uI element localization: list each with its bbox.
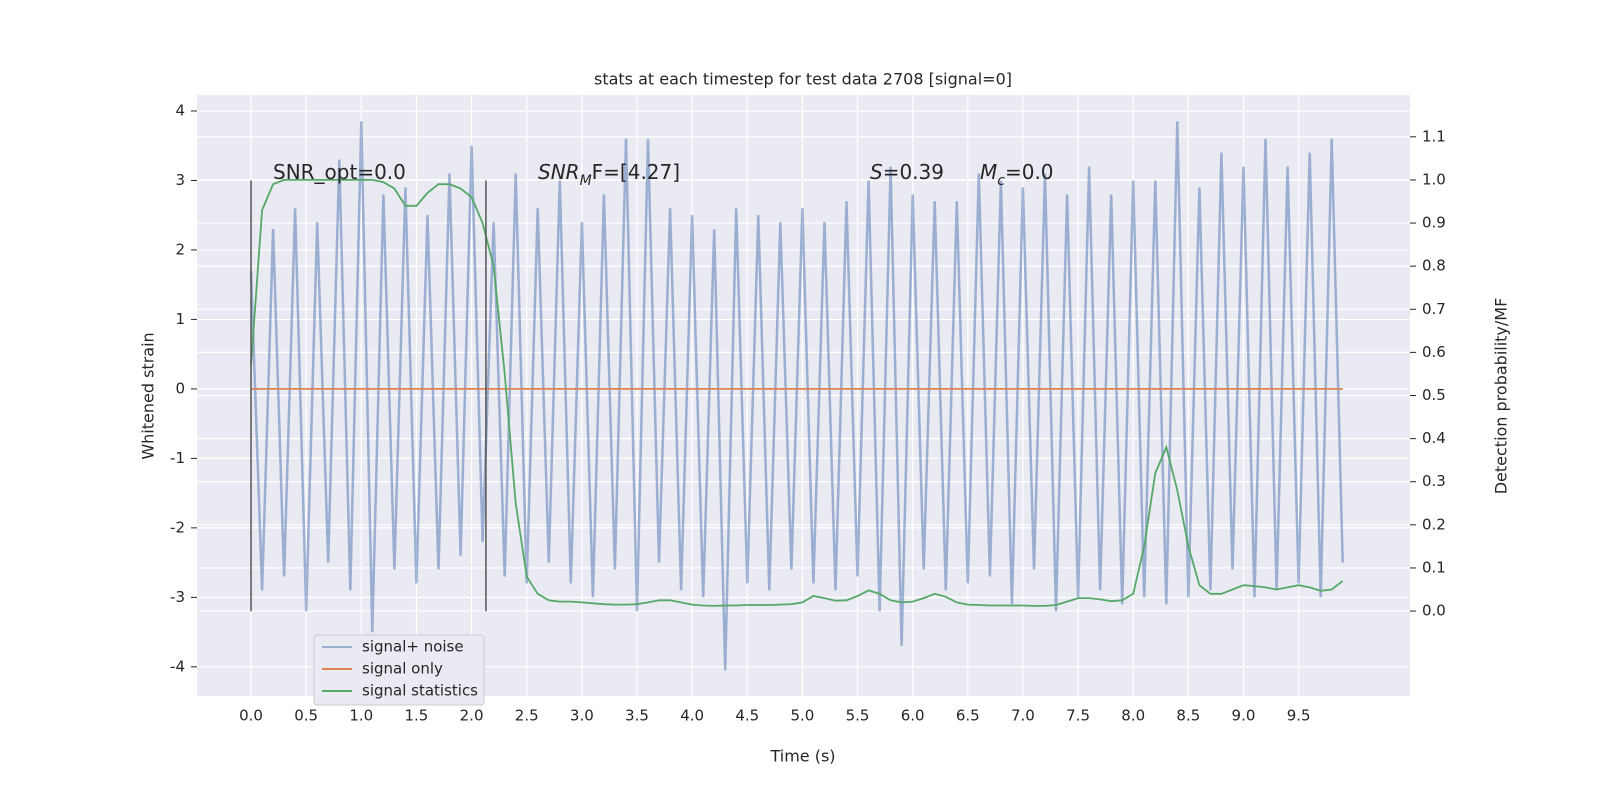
annotation-part: c	[997, 173, 1005, 189]
y2-tick-label: 0.3	[1422, 472, 1446, 490]
y-axis-label: Whitened strain	[139, 332, 158, 459]
legend-label: signal+ noise	[362, 638, 464, 656]
x-tick-label: 7.5	[1066, 707, 1090, 725]
x-tick-label: 5.0	[790, 707, 814, 725]
y-tick-label: 4	[175, 101, 185, 119]
x-tick-label: 4.0	[680, 707, 704, 725]
x-tick-label: 0.5	[294, 707, 318, 725]
x-tick-label: 8.5	[1176, 707, 1200, 725]
y-tick-label: 3	[175, 171, 185, 189]
x-tick-label: 8.0	[1121, 707, 1145, 725]
annotation-part: SNR_opt=0.0	[273, 160, 406, 184]
y-tick-label: -1	[170, 449, 185, 467]
y2-tick-label: 0.6	[1422, 343, 1446, 361]
annotation: S=0.39	[870, 160, 944, 184]
x-tick-label: 9.5	[1287, 707, 1311, 725]
x-tick-label: 6.0	[901, 707, 925, 725]
y-tick-label: 2	[175, 240, 185, 258]
y-tick-label: -3	[170, 588, 185, 606]
annotation-part: S	[870, 160, 883, 184]
legend-label: signal statistics	[362, 682, 478, 700]
y2-tick-label: 0.8	[1422, 257, 1446, 275]
y2-tick-label: 0.2	[1422, 515, 1446, 533]
y-tick-label: 1	[175, 310, 185, 328]
y2-tick-label: 0.7	[1422, 300, 1446, 318]
annotation-part: M	[980, 160, 997, 184]
y2-tick-label: 1.1	[1422, 127, 1446, 145]
legend-label: signal only	[362, 660, 443, 678]
x-tick-label: 2.0	[460, 707, 484, 725]
y2-tick-label: 1.0	[1422, 170, 1446, 188]
x-tick-label: 1.5	[405, 707, 429, 725]
y2-axis-label: Detection probability/MF	[1492, 298, 1511, 495]
x-tick-label: 6.5	[956, 707, 980, 725]
x-tick-label: 4.5	[735, 707, 759, 725]
legend: signal+ noise signal only signal statistic…	[313, 634, 485, 706]
y2-tick-label: 0.4	[1422, 429, 1446, 447]
annotation: SNRMF=[4.27]	[538, 160, 680, 190]
x-tick-label: 5.5	[846, 707, 870, 725]
line-series	[250, 179, 1344, 607]
annotation: SNR_opt=0.0	[273, 160, 406, 184]
x-tick-label: 3.5	[625, 707, 649, 725]
annotation-part: F=[4.27]	[592, 160, 680, 184]
y-tick-label: -4	[170, 657, 185, 675]
y2-tick-label: 0.1	[1422, 558, 1446, 576]
y2-tick-label: 0.5	[1422, 386, 1446, 404]
y2-tick-label: 0.0	[1422, 602, 1446, 620]
y2-tick-label: 0.9	[1422, 214, 1446, 232]
annotation-part: SNR	[538, 160, 580, 184]
annotation-part: =0.0	[1005, 160, 1054, 184]
legend-box	[313, 634, 485, 706]
x-tick-label: 3.0	[570, 707, 594, 725]
x-tick-label: 0.0	[239, 707, 263, 725]
x-tick-label: 9.0	[1232, 707, 1256, 725]
x-tick-label: 2.5	[515, 707, 539, 725]
x-axis-label: Time (s)	[769, 747, 835, 766]
y-tick-label: -2	[170, 518, 185, 536]
chart-title: stats at each timestep for test data 270…	[594, 70, 1012, 89]
annotation-part: M	[580, 173, 592, 189]
annotation-part: =0.39	[883, 160, 944, 184]
x-tick-label: 1.0	[349, 707, 373, 725]
y-tick-label: 0	[175, 379, 185, 397]
annotation: Mc=0.0	[980, 160, 1054, 190]
x-tick-label: 7.0	[1011, 707, 1035, 725]
